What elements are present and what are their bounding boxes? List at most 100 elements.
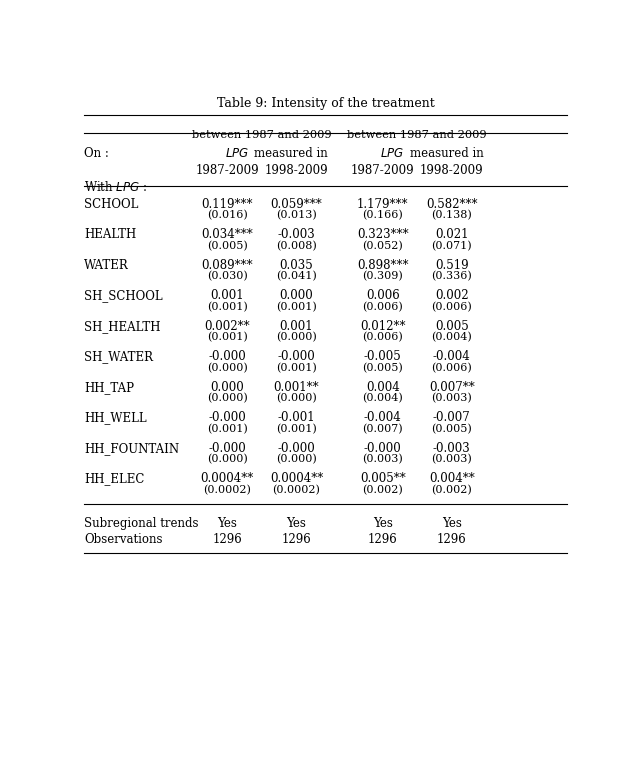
Text: 0.323***: 0.323*** xyxy=(357,228,408,241)
Text: 0.007**: 0.007** xyxy=(429,381,474,394)
Text: (0.041): (0.041) xyxy=(276,271,317,281)
Text: (0.004): (0.004) xyxy=(431,332,472,342)
Text: 0.035: 0.035 xyxy=(279,258,314,272)
Text: 1987-2009: 1987-2009 xyxy=(195,164,259,177)
Text: -0.003: -0.003 xyxy=(432,442,471,455)
Text: 0.004**: 0.004** xyxy=(429,472,474,485)
Text: (0.000): (0.000) xyxy=(276,332,317,342)
Text: -0.004: -0.004 xyxy=(364,411,401,424)
Text: (0.001): (0.001) xyxy=(207,424,248,434)
Text: 0.021: 0.021 xyxy=(435,228,468,241)
Text: (0.001): (0.001) xyxy=(207,332,248,342)
Text: -0.000: -0.000 xyxy=(277,351,315,363)
Text: -0.000: -0.000 xyxy=(209,351,246,363)
Text: (0.008): (0.008) xyxy=(276,241,317,251)
Text: (0.005): (0.005) xyxy=(207,241,248,251)
Text: Table 9: Intensity of the treatment: Table 9: Intensity of the treatment xyxy=(217,98,435,110)
Text: 0.001: 0.001 xyxy=(211,289,244,303)
Text: SH_HEALTH: SH_HEALTH xyxy=(85,320,161,333)
Text: (0.030): (0.030) xyxy=(207,271,248,281)
Text: 0.034***: 0.034*** xyxy=(202,228,253,241)
Text: (0.000): (0.000) xyxy=(276,454,317,464)
Text: 0.898***: 0.898*** xyxy=(357,258,408,272)
Text: (0.005): (0.005) xyxy=(363,363,403,373)
Text: (0.016): (0.016) xyxy=(207,210,248,220)
Text: (0.138): (0.138) xyxy=(431,210,472,220)
Text: (0.000): (0.000) xyxy=(207,393,248,403)
Text: 0.0004**: 0.0004** xyxy=(270,472,323,485)
Text: 0.089***: 0.089*** xyxy=(202,258,253,272)
Text: (0.001): (0.001) xyxy=(207,302,248,312)
Text: (0.052): (0.052) xyxy=(363,241,403,251)
Text: -0.005: -0.005 xyxy=(364,351,401,363)
Text: -0.000: -0.000 xyxy=(364,442,401,455)
Text: (0.000): (0.000) xyxy=(276,393,317,403)
Text: Yes: Yes xyxy=(286,517,307,530)
Text: 1296: 1296 xyxy=(282,533,311,546)
Text: 0.005: 0.005 xyxy=(435,320,469,333)
Text: HEALTH: HEALTH xyxy=(85,228,137,241)
Text: Yes: Yes xyxy=(218,517,237,530)
Text: 0.005**: 0.005** xyxy=(360,472,406,485)
Text: $\mathit{LPG}$: $\mathit{LPG}$ xyxy=(380,147,404,160)
Text: (0.006): (0.006) xyxy=(431,363,472,373)
Text: 1987-2009: 1987-2009 xyxy=(351,164,415,177)
Text: WATER: WATER xyxy=(85,258,129,272)
Text: (0.0002): (0.0002) xyxy=(204,485,251,495)
Text: measured in: measured in xyxy=(254,147,328,160)
Text: On :: On : xyxy=(85,147,109,160)
Text: 1998-2009: 1998-2009 xyxy=(265,164,328,177)
Text: -0.000: -0.000 xyxy=(209,442,246,455)
Text: HH_ELEC: HH_ELEC xyxy=(85,472,145,485)
Text: 1998-2009: 1998-2009 xyxy=(420,164,483,177)
Text: (0.013): (0.013) xyxy=(276,210,317,220)
Text: With $\mathit{LPG}$ :: With $\mathit{LPG}$ : xyxy=(85,180,148,194)
Text: -0.007: -0.007 xyxy=(432,411,471,424)
Text: (0.000): (0.000) xyxy=(207,454,248,464)
Text: 0.582***: 0.582*** xyxy=(426,197,478,210)
Text: -0.003: -0.003 xyxy=(277,228,315,241)
Text: -0.000: -0.000 xyxy=(277,442,315,455)
Text: (0.002): (0.002) xyxy=(363,485,403,495)
Text: Yes: Yes xyxy=(441,517,462,530)
Text: Yes: Yes xyxy=(373,517,392,530)
Text: between 1987 and 2009: between 1987 and 2009 xyxy=(192,130,332,139)
Text: 0.001**: 0.001** xyxy=(273,381,319,394)
Text: (0.001): (0.001) xyxy=(276,363,317,373)
Text: (0.001): (0.001) xyxy=(276,424,317,434)
Text: 0.000: 0.000 xyxy=(211,381,244,394)
Text: SH_WATER: SH_WATER xyxy=(85,351,153,363)
Text: (0.166): (0.166) xyxy=(363,210,403,220)
Text: (0.007): (0.007) xyxy=(363,424,403,434)
Text: (0.071): (0.071) xyxy=(431,241,472,251)
Text: (0.003): (0.003) xyxy=(363,454,403,464)
Text: 0.006: 0.006 xyxy=(366,289,399,303)
Text: 0.519: 0.519 xyxy=(435,258,469,272)
Text: 0.002: 0.002 xyxy=(435,289,469,303)
Text: 0.001: 0.001 xyxy=(280,320,313,333)
Text: (0.000): (0.000) xyxy=(207,363,248,373)
Text: SCHOOL: SCHOOL xyxy=(85,197,139,210)
Text: 0.002**: 0.002** xyxy=(205,320,250,333)
Text: (0.003): (0.003) xyxy=(431,393,472,403)
Text: (0.004): (0.004) xyxy=(363,393,403,403)
Text: -0.000: -0.000 xyxy=(209,411,246,424)
Text: (0.003): (0.003) xyxy=(431,454,472,464)
Text: 0.004: 0.004 xyxy=(366,381,399,394)
Text: 0.0004**: 0.0004** xyxy=(201,472,254,485)
Text: Subregional trends: Subregional trends xyxy=(85,517,199,530)
Text: (0.006): (0.006) xyxy=(431,302,472,312)
Text: HH_FOUNTAIN: HH_FOUNTAIN xyxy=(85,442,179,455)
Text: (0.006): (0.006) xyxy=(363,302,403,312)
Text: -0.004: -0.004 xyxy=(432,351,471,363)
Text: HH_WELL: HH_WELL xyxy=(85,411,147,424)
Text: 0.012**: 0.012** xyxy=(360,320,405,333)
Text: measured in: measured in xyxy=(410,147,483,160)
Text: 1296: 1296 xyxy=(212,533,242,546)
Text: (0.336): (0.336) xyxy=(431,271,472,281)
Text: SH_SCHOOL: SH_SCHOOL xyxy=(85,289,163,303)
Text: 0.059***: 0.059*** xyxy=(270,197,322,210)
Text: (0.005): (0.005) xyxy=(431,424,472,434)
Text: (0.002): (0.002) xyxy=(431,485,472,495)
Text: -0.001: -0.001 xyxy=(277,411,315,424)
